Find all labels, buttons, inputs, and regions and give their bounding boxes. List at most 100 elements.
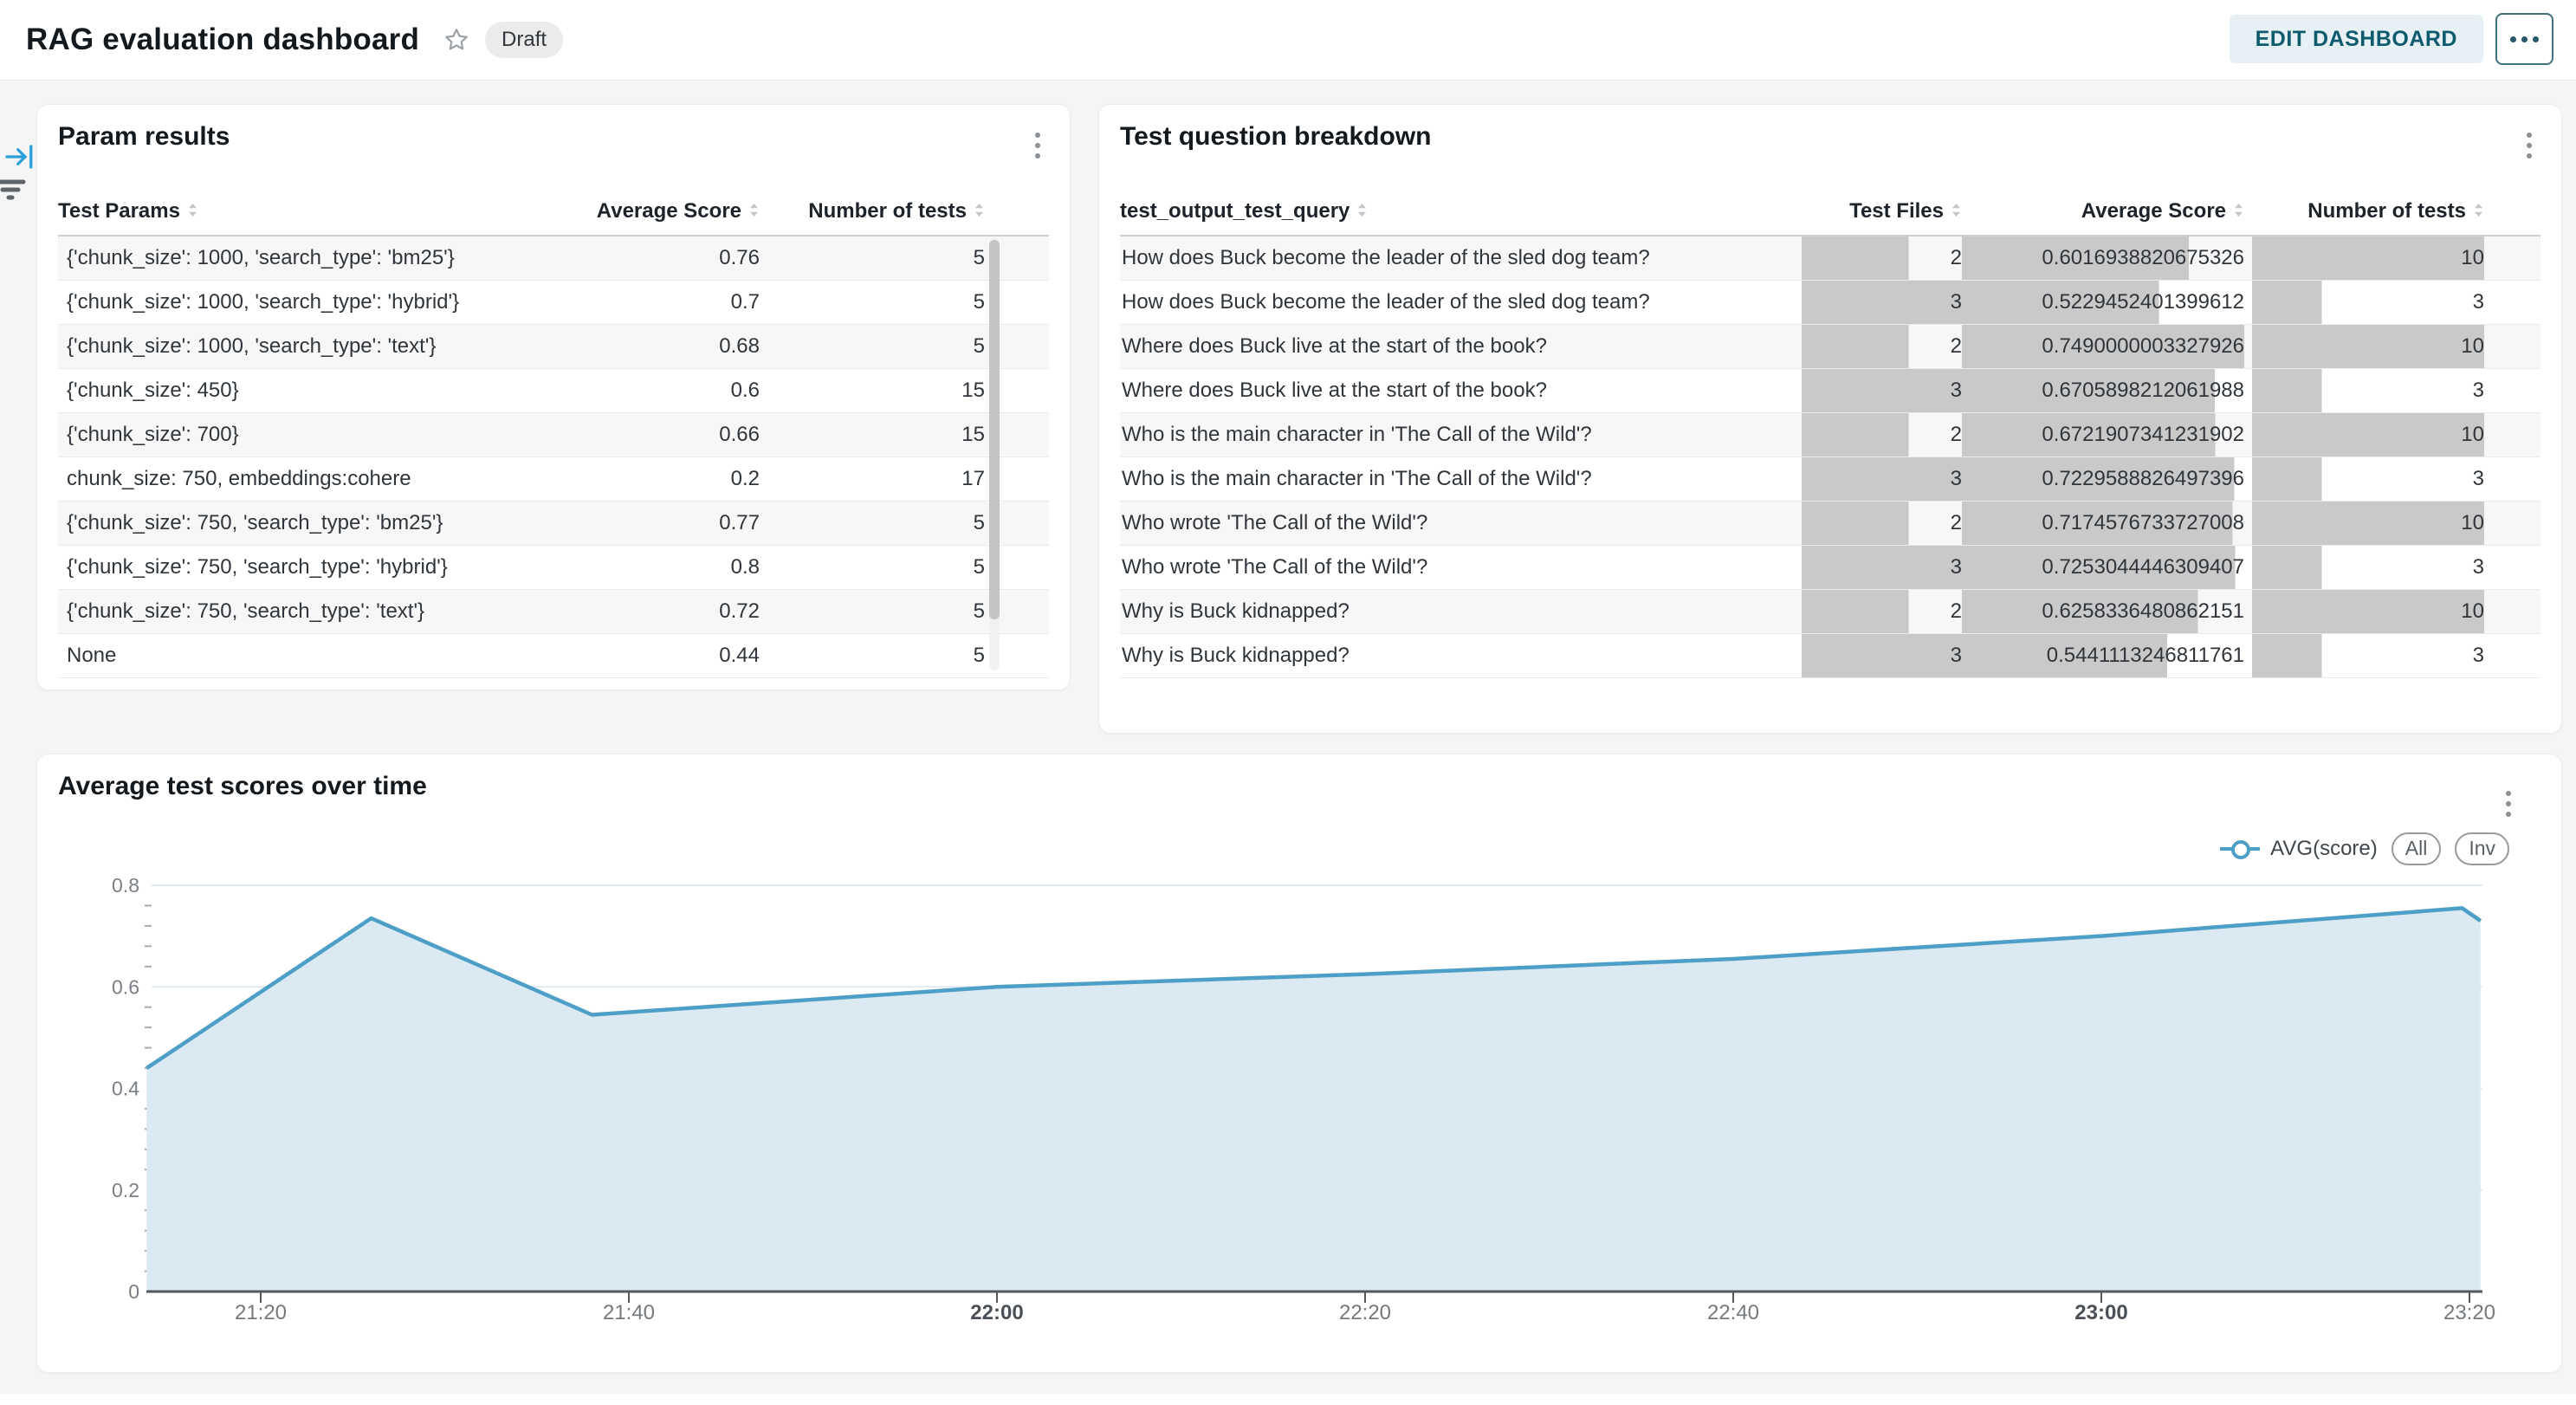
average-score-cell: 0.6 [730, 379, 760, 402]
column-header[interactable]: Average Score [1962, 199, 2244, 223]
table-row[interactable]: {'chunk_size': 700} 0.66 15 [58, 413, 1049, 457]
collapse-panel-icon[interactable] [4, 141, 36, 177]
test-files-cell: 3 [1802, 369, 1962, 412]
table-header-row: test_output_test_query Test Files Averag… [1120, 187, 2540, 236]
number-of-tests-cell: 15 [961, 379, 985, 402]
average-score-cell: 0.6705898212061988 [1962, 369, 2244, 412]
filter-icon[interactable] [0, 178, 26, 208]
test-files-cell: 3 [1802, 457, 1962, 501]
number-of-tests-cell: 10 [2252, 325, 2484, 368]
table-row[interactable]: How does Buck become the leader of the s… [1120, 281, 2540, 325]
table-row[interactable]: chunk_size: 750, embeddings:cohere 0.2 17 [58, 457, 1049, 502]
test-params-cell: {'chunk_size': 700} [67, 423, 239, 446]
panel-menu-kebab-icon[interactable] [1032, 129, 1044, 162]
star-icon[interactable] [442, 25, 471, 55]
legend-label: AVG(score) [2270, 836, 2378, 860]
average-score-cell: 0.77 [719, 511, 760, 534]
panel-menu-kebab-icon[interactable] [2502, 787, 2515, 820]
table-row[interactable]: Why is Buck kidnapped? 2 0.625833648086215… [1120, 590, 2540, 634]
table-row[interactable]: {'chunk_size': 750, 'search_type': 'hybr… [58, 546, 1049, 590]
legend-all-button[interactable]: All [2391, 832, 2442, 865]
test-files-cell: 2 [1802, 236, 1962, 280]
query-cell: Where does Buck live at the start of the… [1122, 379, 1547, 402]
test-files-cell: 2 [1802, 325, 1962, 368]
table-row[interactable]: {'chunk_size': 750, 'search_type': 'bm25… [58, 502, 1049, 546]
table-row[interactable]: Who wrote 'The Call of the Wild'? 2 0.7174… [1120, 502, 2540, 546]
more-options-button[interactable] [2495, 13, 2553, 65]
avg-scores-chart-panel: Average test scores over time AVG(score)… [36, 754, 2562, 1373]
top-bar: RAG evaluation dashboard Draft EDIT DASH… [0, 0, 2576, 81]
table-header-row: Test Params Average Score Number of test… [58, 187, 1049, 236]
table-row[interactable]: Where does Buck live at the start of the… [1120, 325, 2540, 369]
query-cell: Who wrote 'The Call of the Wild'? [1122, 511, 1428, 534]
table-row[interactable]: Who is the main character in 'The Call o… [1120, 457, 2540, 502]
number-of-tests-cell: 5 [973, 511, 985, 534]
number-of-tests-cell: 5 [973, 599, 985, 623]
query-cell: Where does Buck live at the start of the… [1122, 334, 1547, 358]
sort-icon[interactable] [187, 199, 198, 223]
test-params-cell: {'chunk_size': 1000, 'search_type': 'tex… [67, 334, 437, 358]
x-axis-tick-label: 22:40 [1707, 1301, 1759, 1324]
number-of-tests-cell: 3 [2252, 369, 2484, 412]
column-header[interactable]: Number of tests [760, 199, 985, 223]
query-cell: Why is Buck kidnapped? [1122, 644, 1349, 667]
sort-icon[interactable] [748, 199, 760, 223]
table-row[interactable]: Why is Buck kidnapped? 3 0.544111324681176… [1120, 634, 2540, 678]
column-header[interactable]: Test Params [58, 199, 595, 223]
scrollbar-thumb[interactable] [989, 240, 1000, 619]
column-header[interactable]: Number of tests [2252, 199, 2484, 223]
edit-dashboard-button[interactable]: EDIT DASHBOARD [2229, 15, 2483, 63]
test-params-cell: {'chunk_size': 750, 'search_type': 'text… [67, 599, 425, 623]
test-files-cell: 2 [1802, 413, 1962, 456]
table-row[interactable]: None 0.44 5 [58, 634, 1049, 678]
test-files-cell: 2 [1802, 590, 1962, 633]
table-row[interactable]: Who wrote 'The Call of the Wild'? 3 0.7253… [1120, 546, 2540, 590]
column-header[interactable]: Average Score [595, 199, 760, 223]
sort-icon[interactable] [2233, 199, 2244, 223]
table-row[interactable]: Who is the main character in 'The Call o… [1120, 413, 2540, 457]
table-row[interactable]: How does Buck become the leader of the s… [1120, 236, 2540, 281]
average-score-cell: 0.68 [719, 334, 760, 358]
number-of-tests-cell: 5 [973, 644, 985, 667]
column-header[interactable]: test_output_test_query [1120, 199, 1802, 223]
sort-icon[interactable] [1356, 199, 1368, 223]
test-params-cell: {'chunk_size': 1000, 'search_type': 'hyb… [67, 290, 460, 314]
status-badge: Draft [485, 22, 564, 58]
average-score-cell: 0.5229452401399612 [1962, 281, 2244, 324]
test-files-cell: 2 [1802, 502, 1962, 545]
average-score-cell: 0.5441113246811761 [1962, 634, 2244, 677]
average-score-cell: 0.7490000003327926 [1962, 325, 2244, 368]
number-of-tests-cell: 3 [2252, 634, 2484, 677]
table-row[interactable]: {'chunk_size': 750, 'search_type': 'text… [58, 590, 1049, 634]
average-score-cell: 0.6721907341231902 [1962, 413, 2244, 456]
table-row[interactable]: {'chunk_size': 1000, 'search_type': 'hyb… [58, 281, 1049, 325]
test-params-cell: {'chunk_size': 750, 'search_type': 'hybr… [67, 555, 448, 579]
number-of-tests-cell: 17 [961, 467, 985, 490]
legend-item-avg-score[interactable]: AVG(score) [2220, 837, 2378, 861]
ellipsis-icon [2510, 36, 2516, 42]
average-score-cell: 0.72 [719, 599, 760, 623]
y-axis-tick-label: 0.8 [112, 874, 139, 897]
column-header[interactable]: Test Files [1802, 199, 1962, 223]
panel-title: Test question breakdown [1120, 122, 1432, 151]
sort-icon[interactable] [1951, 199, 1962, 223]
table-row[interactable]: {'chunk_size': 1000, 'search_type': 'bm2… [58, 236, 1049, 281]
query-cell: Who is the main character in 'The Call o… [1122, 423, 1592, 446]
sort-icon[interactable] [974, 199, 985, 223]
table-row[interactable]: {'chunk_size': 1000, 'search_type': 'tex… [58, 325, 1049, 369]
chart-legend: AVG(score) All Inv [2220, 832, 2509, 865]
line-chart[interactable]: 0 0.2 0.4 0.6 0.8 21:20 21:40 22:00 22:20 22:40 23… [37, 754, 2561, 1372]
panel-menu-kebab-icon[interactable] [2523, 129, 2535, 162]
param-results-table: Test Params Average Score Number of test… [58, 187, 1049, 678]
legend-inv-button[interactable]: Inv [2455, 832, 2509, 865]
number-of-tests-cell: 10 [2252, 236, 2484, 280]
table-scrollbar[interactable] [989, 237, 1000, 670]
table-row[interactable]: {'chunk_size': 450} 0.6 15 [58, 369, 1049, 413]
sort-icon[interactable] [2473, 199, 2484, 223]
average-score-cell: 0.7253044446309407 [1962, 546, 2244, 589]
test-params-cell: {'chunk_size': 750, 'search_type': 'bm25… [67, 511, 443, 534]
table-row[interactable]: Where does Buck live at the start of the… [1120, 369, 2540, 413]
x-axis-tick-label: 21:40 [603, 1301, 655, 1324]
average-score-cell: 0.7 [730, 290, 760, 314]
average-score-cell: 0.6016938820675326 [1962, 236, 2244, 280]
